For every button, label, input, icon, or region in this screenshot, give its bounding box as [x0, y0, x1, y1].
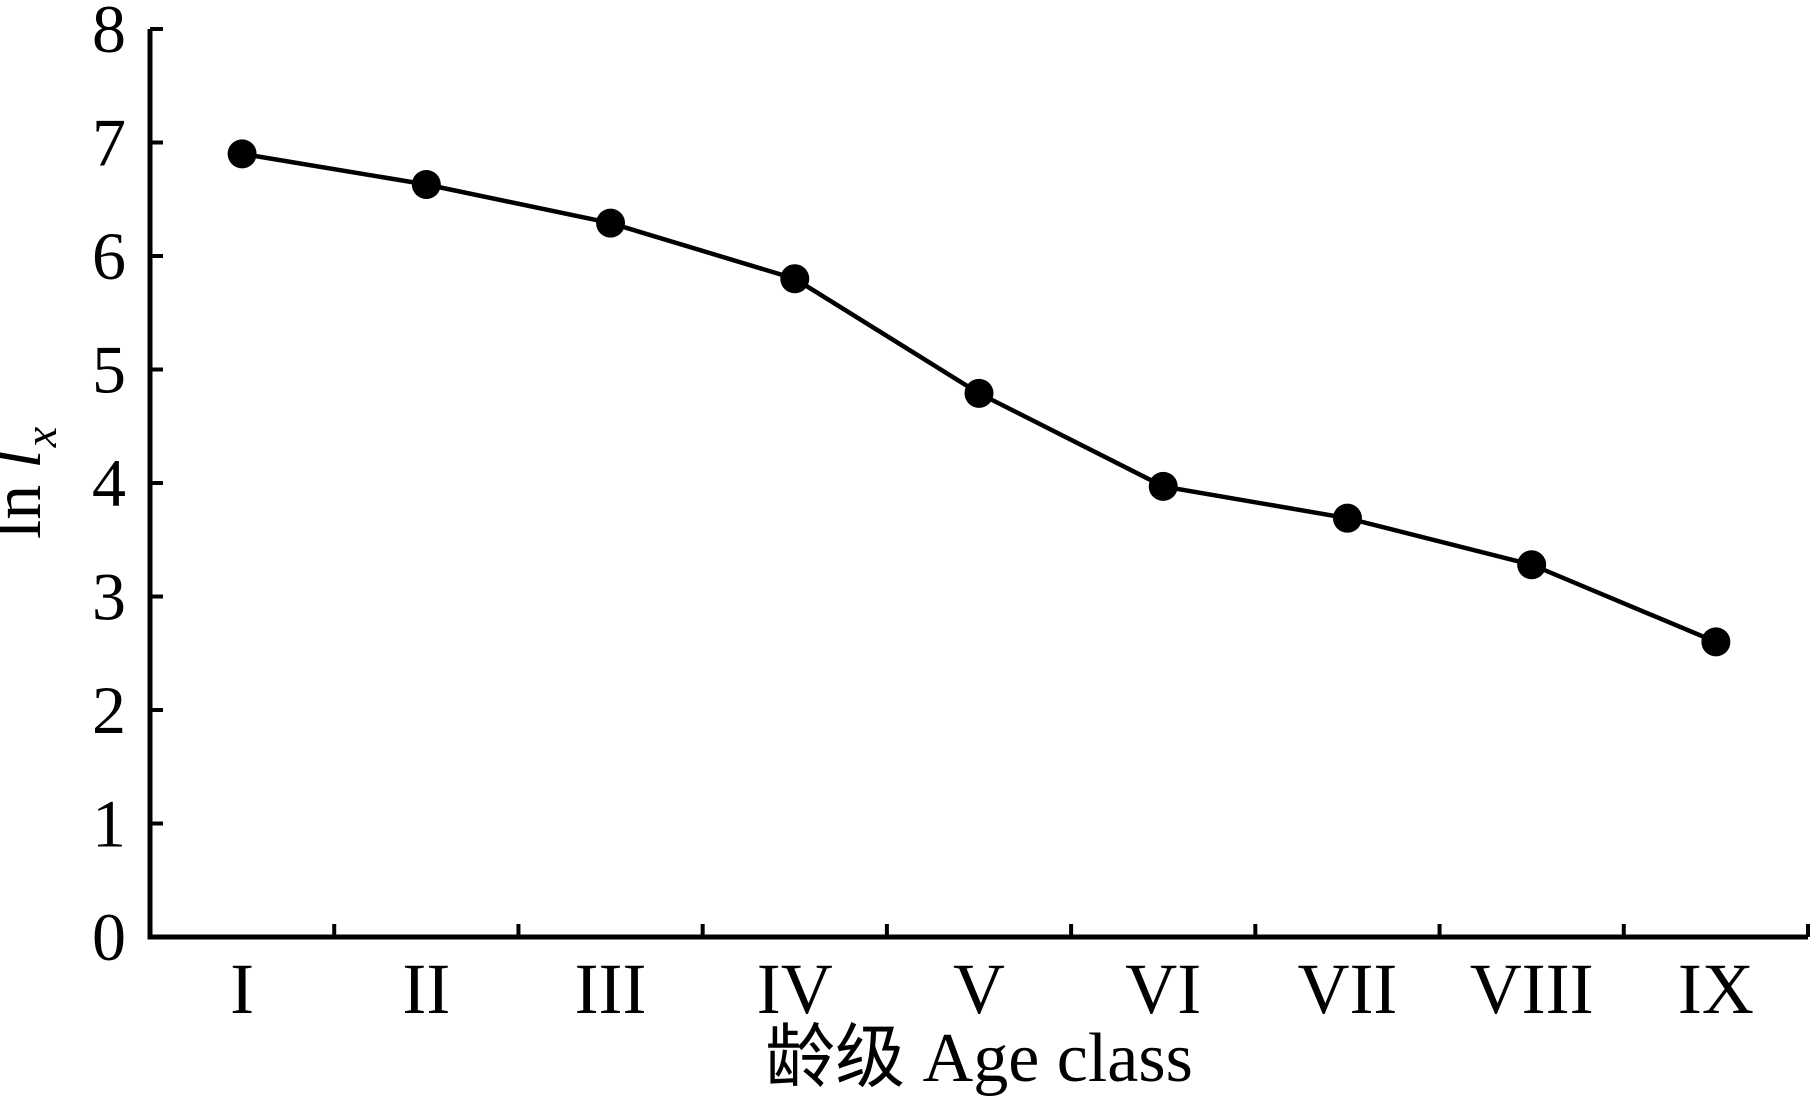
y-tick-label: 5 — [92, 332, 126, 408]
x-category-label: VI — [1125, 949, 1201, 1029]
y-axis-title-subscript: x — [15, 426, 66, 448]
x-category-label: III — [575, 949, 647, 1029]
data-series — [227, 139, 1731, 657]
y-tick-label: 8 — [92, 0, 126, 67]
y-tick-label: 1 — [92, 786, 126, 862]
y-tick-label: 4 — [92, 445, 126, 521]
data-point — [780, 264, 810, 294]
y-axis-title-prefix: ln — [0, 485, 56, 539]
data-point — [596, 208, 626, 238]
x-category-label: IX — [1678, 949, 1754, 1029]
x-category-label: IV — [757, 949, 833, 1029]
x-category-label: VIII — [1470, 949, 1594, 1029]
x-category-label: V — [953, 949, 1005, 1029]
y-tick-label: 3 — [92, 559, 126, 635]
x-category-label: II — [402, 949, 450, 1029]
data-point — [411, 169, 441, 199]
data-point — [1148, 471, 1178, 501]
data-point — [227, 139, 257, 169]
y-tick-label: 6 — [92, 218, 126, 294]
data-point — [1332, 503, 1362, 533]
y-tick-label: 0 — [92, 899, 126, 975]
data-point — [1701, 627, 1731, 657]
y-axis-title: ln lx — [0, 426, 66, 539]
x-category-label: I — [230, 949, 254, 1029]
x-category-label: VII — [1297, 949, 1397, 1029]
y-axis-title-variable: l — [0, 449, 56, 468]
y-tick-label: 2 — [92, 672, 126, 748]
x-axis-title: 龄级 Age class — [765, 1020, 1193, 1097]
y-tick-label: 7 — [92, 105, 126, 181]
data-point — [1517, 550, 1547, 580]
data-point — [964, 378, 994, 408]
